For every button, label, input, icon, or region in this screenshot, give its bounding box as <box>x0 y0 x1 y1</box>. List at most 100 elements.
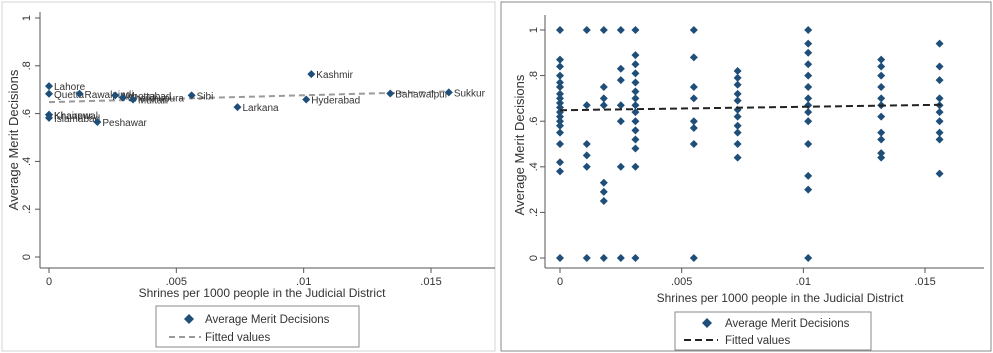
point-label: Islamabad <box>54 114 100 125</box>
legend-label-points: Average Merit Decisions <box>725 318 850 330</box>
data-point <box>233 103 242 112</box>
data-point <box>804 94 813 103</box>
data-point <box>556 254 564 262</box>
y-tick-label: .4 <box>21 157 33 166</box>
data-point <box>935 94 944 103</box>
point-label: Multan <box>138 95 168 106</box>
data-point <box>582 140 591 148</box>
data-point <box>689 94 698 103</box>
data-point <box>556 117 564 126</box>
data-point <box>75 89 84 98</box>
legend-label-fit: Fitted values <box>725 335 790 347</box>
data-point <box>631 26 640 34</box>
data-point <box>556 121 564 130</box>
point-label: Larkana <box>242 103 279 114</box>
point-label: Sheikhupura <box>128 94 185 105</box>
point-label: Rawalpindi <box>85 90 134 101</box>
data-point <box>631 101 640 110</box>
data-point <box>631 87 640 96</box>
x-axis-label: Shrines per 1000 people in the Judicial … <box>139 286 386 300</box>
data-point <box>733 96 742 105</box>
x-tick-label: .015 <box>420 276 441 288</box>
data-point <box>599 94 608 103</box>
data-point <box>804 185 813 194</box>
data-point <box>616 254 625 262</box>
data-point <box>556 71 564 80</box>
x-axis-label: Shrines per 1000 people in the Judicial … <box>657 291 904 305</box>
data-point <box>599 197 608 205</box>
data-point <box>631 162 640 171</box>
data-point <box>45 89 53 98</box>
y-tick-label: 0 <box>528 255 540 261</box>
data-point <box>935 128 944 137</box>
data-point <box>689 26 698 34</box>
legend-label-fit: Fitted values <box>205 332 270 344</box>
point-label: Khairpur <box>54 111 92 122</box>
data-point <box>582 101 591 110</box>
y-tick-label: .8 <box>21 61 33 70</box>
data-point <box>935 169 944 178</box>
data-point <box>556 26 564 34</box>
data-point <box>877 55 886 64</box>
legend-box <box>155 305 360 348</box>
data-point <box>804 60 813 69</box>
point-label: Abbottabad <box>120 91 171 102</box>
data-point <box>582 151 591 160</box>
data-point <box>556 89 564 98</box>
data-point <box>616 76 625 85</box>
fitted-line <box>48 90 449 104</box>
point-label: Kashmir <box>316 70 353 81</box>
data-point <box>582 254 591 262</box>
data-point <box>302 95 311 104</box>
data-point <box>689 83 698 91</box>
data-point <box>631 94 640 103</box>
y-tick-label: 1 <box>21 15 33 21</box>
data-point <box>616 64 625 73</box>
data-point <box>877 83 886 91</box>
data-point <box>556 78 564 87</box>
data-point <box>877 71 886 80</box>
data-point <box>733 121 742 130</box>
data-point <box>45 113 53 122</box>
data-point <box>733 80 742 89</box>
data-point <box>733 67 742 76</box>
point-label: Sukkur <box>454 88 486 99</box>
data-point <box>804 254 813 262</box>
data-point <box>556 55 564 64</box>
fitted-line <box>559 103 943 112</box>
data-point <box>616 117 625 126</box>
data-point <box>556 140 564 148</box>
data-point <box>631 144 640 153</box>
data-point <box>631 135 640 144</box>
y-tick-label: .2 <box>528 208 540 217</box>
y-tick-label: 0 <box>21 254 33 260</box>
legend: Average Merit Decisions Fitted values <box>155 305 360 348</box>
y-tick-label: .2 <box>21 205 33 214</box>
data-point <box>877 153 886 162</box>
data-point <box>733 112 742 121</box>
y-tick-label: .4 <box>528 162 540 171</box>
data-point <box>556 83 564 91</box>
point-label: Sibi <box>197 91 214 102</box>
data-point <box>582 26 591 34</box>
chart-left-frame <box>1 1 496 352</box>
data-point <box>689 254 698 262</box>
data-point <box>804 171 813 180</box>
data-point <box>444 88 453 97</box>
x-tick-label: .015 <box>914 276 935 288</box>
x-tick-label: .005 <box>166 276 187 288</box>
point-label: Hyderabad <box>311 95 360 106</box>
data-point <box>804 83 813 91</box>
data-point <box>877 128 886 137</box>
legend: Average Merit Decisions Fitted values <box>674 311 872 351</box>
x-tick-label: .01 <box>796 276 811 288</box>
data-point <box>129 95 138 104</box>
x-tick-label: .01 <box>296 276 311 288</box>
data-point <box>804 108 813 117</box>
x-tick-label: 0 <box>46 276 52 288</box>
data-point <box>599 254 608 262</box>
data-point <box>804 26 813 34</box>
chart-right: 0 .2 .4 .6 .8 1 0 .005 .01 .015 Average Merit De… <box>500 1 992 352</box>
data-point <box>689 140 698 148</box>
